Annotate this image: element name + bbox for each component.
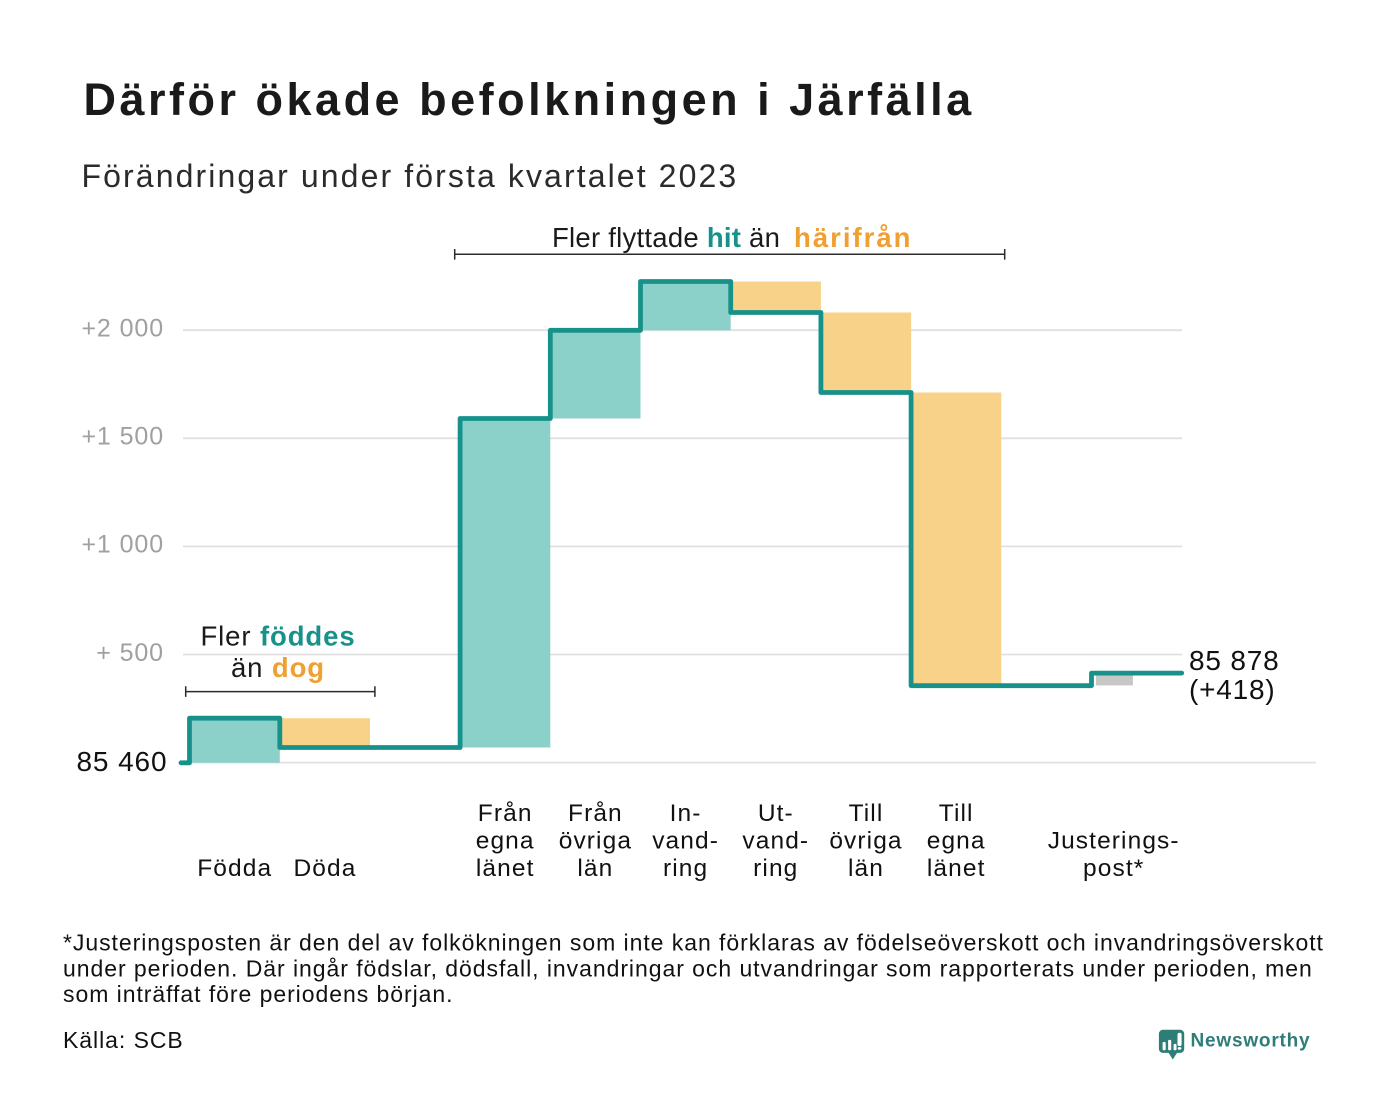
svg-text:Källa: SCB: Källa: SCB (63, 1027, 184, 1053)
svg-text:under perioden. Där ingår föds: under perioden. Där ingår födslar, dödsf… (63, 955, 1313, 981)
svg-text:län: län (577, 855, 613, 882)
svg-text:Till: Till (939, 800, 974, 827)
svg-text:Justerings-: Justerings- (1048, 828, 1180, 855)
svg-text:Döda: Döda (294, 855, 357, 882)
svg-text:ring: ring (753, 855, 798, 882)
svg-text:än dog: än dog (231, 652, 325, 683)
svg-text:egna: egna (927, 828, 986, 855)
svg-text:vand-: vand- (742, 828, 809, 855)
svg-text:In-: In- (670, 800, 702, 827)
svg-text:som inträffat före periodens b: som inträffat före periodens början. (63, 981, 453, 1007)
svg-text:Därför ökade befolkningen i Jä: Därför ökade befolkningen i Järfälla (84, 74, 975, 125)
svg-text:länet: länet (476, 855, 535, 882)
svg-text:+2 000: +2 000 (81, 315, 164, 343)
svg-text:85 878: 85 878 (1189, 645, 1279, 676)
svg-text:Ut-: Ut- (758, 800, 794, 827)
svg-text:+1 500: +1 500 (81, 423, 164, 451)
svg-text:Från: Från (568, 800, 623, 827)
svg-text:ring: ring (663, 855, 708, 882)
svg-text:vand-: vand- (652, 828, 719, 855)
svg-text:egna: egna (476, 828, 535, 855)
svg-text:län: län (848, 855, 884, 882)
svg-text:+1 000: +1 000 (81, 531, 164, 559)
svg-text:Fler föddes: Fler föddes (200, 621, 355, 652)
svg-text:Till: Till (849, 800, 884, 827)
svg-text:*Justeringsposten är den del a: *Justeringsposten är den del av folkökni… (63, 929, 1324, 955)
svg-text:länet: länet (927, 855, 986, 882)
svg-text:Newsworthy: Newsworthy (1191, 1031, 1311, 1052)
svg-text:Födda: Födda (197, 855, 272, 882)
svg-text:85 460: 85 460 (76, 746, 167, 777)
svg-text:post*: post* (1083, 855, 1144, 882)
svg-text:övriga: övriga (829, 828, 902, 855)
svg-text:övriga: övriga (559, 828, 632, 855)
svg-text:(+418): (+418) (1189, 674, 1276, 705)
svg-text:+ 500: + 500 (96, 639, 164, 667)
svg-text:Från: Från (478, 800, 533, 827)
svg-text:Förändringar under första kvar: Förändringar under första kvartalet 2023 (82, 158, 739, 194)
svg-text:Fler flyttade hit än härifrån: Fler flyttade hit än härifrån (552, 222, 912, 253)
